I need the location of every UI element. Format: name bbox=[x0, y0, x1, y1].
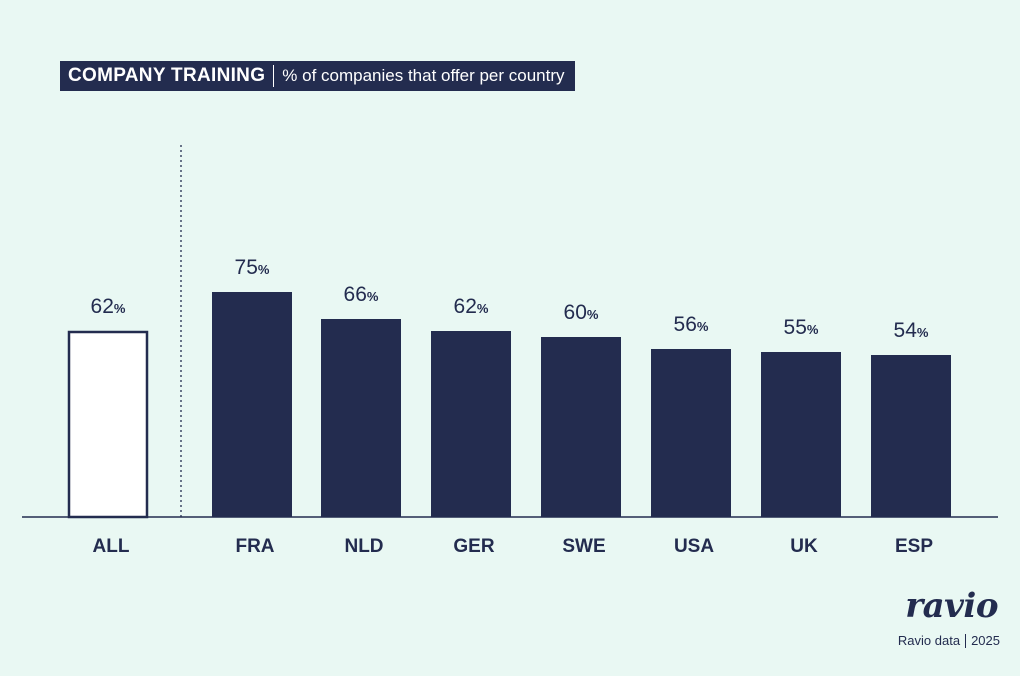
value-label-nld: 66% bbox=[344, 283, 379, 306]
chart-subtitle: % of companies that offer per country bbox=[282, 66, 565, 85]
bar-all bbox=[67, 330, 149, 519]
category-label-ger: GER bbox=[453, 536, 494, 557]
value-label-fra: 75% bbox=[235, 256, 270, 279]
bar-swe bbox=[541, 337, 621, 517]
ravio-logo: ravio bbox=[905, 586, 998, 626]
bar-ger bbox=[431, 331, 511, 517]
category-label-nld: NLD bbox=[344, 536, 383, 557]
title-divider bbox=[273, 65, 275, 87]
category-label-all: ALL bbox=[93, 536, 130, 557]
chart-title: COMPANY TRAINING bbox=[68, 65, 266, 86]
source-footer: Ravio data 2025 bbox=[898, 633, 1000, 648]
value-label-ger: 62% bbox=[454, 295, 489, 318]
category-label-fra: FRA bbox=[235, 536, 274, 557]
bar-uk bbox=[761, 352, 841, 517]
value-label-all: 62% bbox=[91, 295, 126, 318]
category-label-usa: USA bbox=[674, 536, 714, 557]
bar-nld bbox=[321, 319, 401, 517]
source-year: 2025 bbox=[971, 633, 1000, 648]
value-label-swe: 60% bbox=[564, 301, 599, 324]
category-label-esp: ESP bbox=[895, 536, 933, 557]
chart-title-bar: COMPANY TRAINING % of companies that off… bbox=[60, 61, 575, 91]
source-label: Ravio data bbox=[897, 633, 961, 648]
value-label-esp: 54% bbox=[894, 319, 929, 342]
bar-esp bbox=[871, 355, 951, 517]
value-label-usa: 56% bbox=[674, 313, 709, 336]
bar-fra bbox=[212, 292, 292, 517]
category-label-uk: UK bbox=[790, 536, 818, 557]
category-label-swe: SWE bbox=[562, 536, 605, 557]
value-label-uk: 55% bbox=[784, 316, 819, 339]
footer-divider bbox=[965, 633, 967, 648]
bar-usa bbox=[651, 349, 731, 517]
